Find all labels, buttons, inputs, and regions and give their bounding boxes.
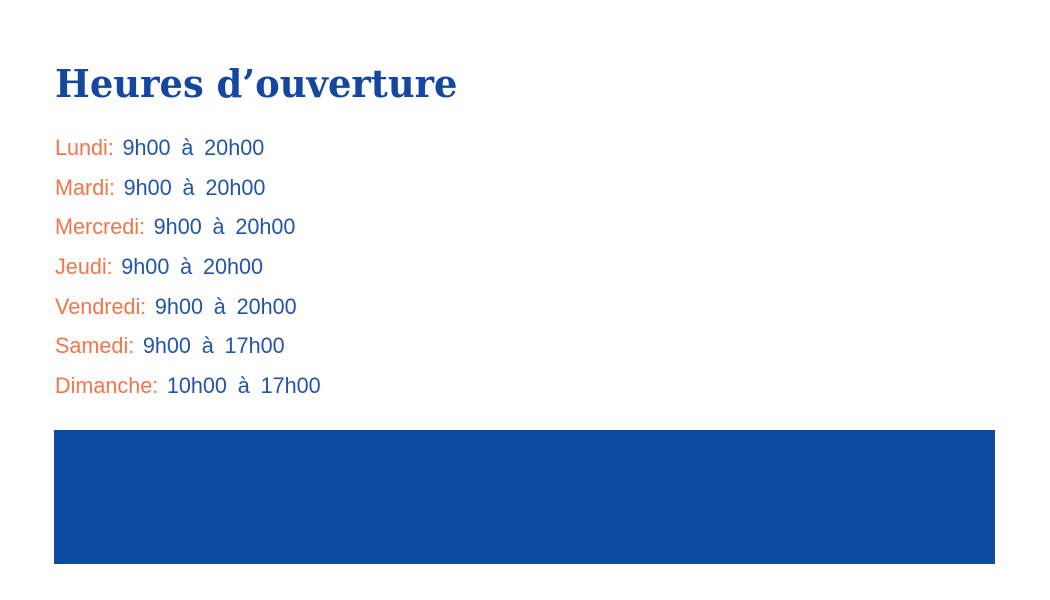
list-item: Mercredi: 9h00 à 20h00 xyxy=(55,207,321,247)
footer-color-block xyxy=(54,430,995,564)
list-item: Lundi: 9h00 à 20h00 xyxy=(55,128,321,168)
day-label: Vendredi: xyxy=(55,293,147,319)
day-label: Samedi: xyxy=(55,333,135,359)
list-item: Vendredi: 9h00 à 20h00 xyxy=(55,287,321,327)
day-label: Dimanche: xyxy=(55,373,159,399)
list-item: Mardi: 9h00 à 20h00 xyxy=(55,168,321,208)
time-value: 9h00 à 20h00 xyxy=(154,293,297,319)
time-value: 9h00 à 20h00 xyxy=(121,254,264,280)
day-label: Mercredi: xyxy=(55,214,146,240)
time-value: 10h00 à 17h00 xyxy=(166,373,321,399)
page-title: Heures d’ouverture xyxy=(55,61,458,106)
list-item: Samedi: 9h00 à 17h00 xyxy=(55,326,321,366)
time-value: 9h00 à 20h00 xyxy=(123,174,266,200)
time-value: 9h00 à 20h00 xyxy=(122,135,265,160)
day-label: Lundi: xyxy=(55,135,114,160)
time-value: 9h00 à 20h00 xyxy=(153,214,296,240)
list-item: Jeudi: 9h00 à 20h00 xyxy=(55,247,321,287)
time-value: 9h00 à 17h00 xyxy=(142,333,285,359)
day-label: Jeudi: xyxy=(55,254,113,280)
day-label: Mardi: xyxy=(55,174,116,200)
list-item: Dimanche: 10h00 à 17h00 xyxy=(55,366,321,406)
opening-hours-list: Lundi: 9h00 à 20h00 Mardi: 9h00 à 20h00 Me… xyxy=(55,128,332,406)
